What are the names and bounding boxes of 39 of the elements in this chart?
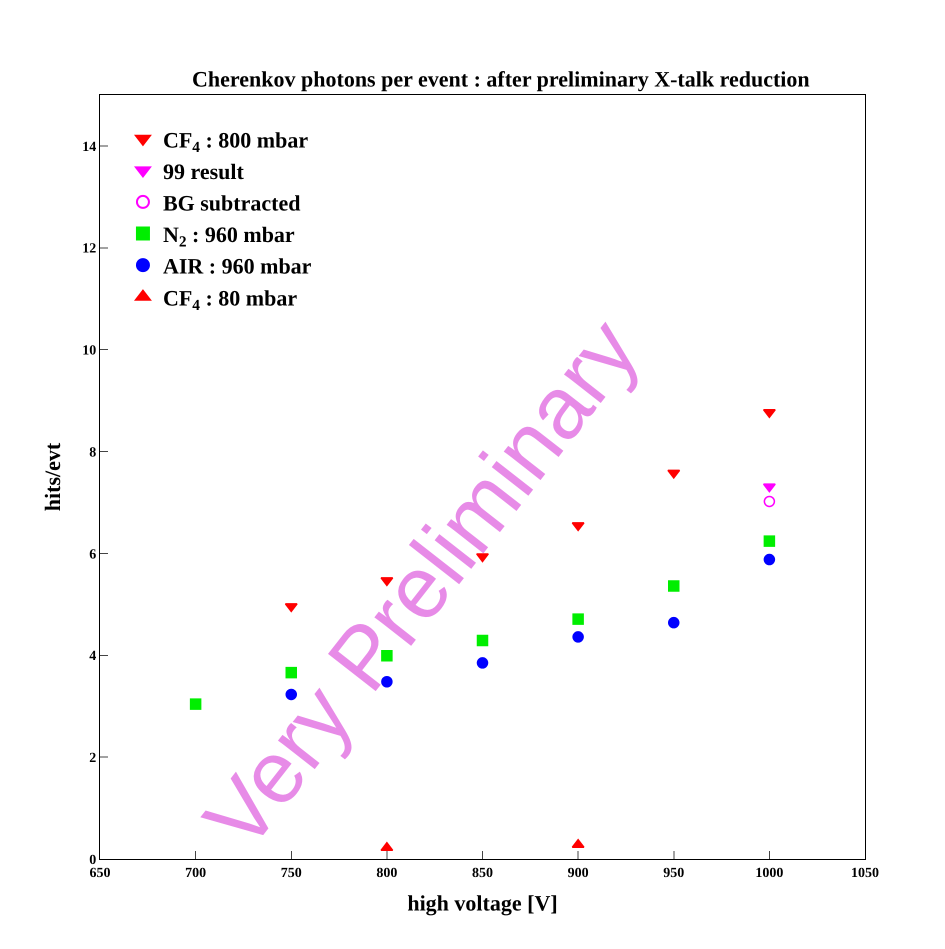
legend-label: BG subtracted	[162, 190, 300, 216]
point	[668, 616, 680, 628]
x-tick-label: 900	[568, 866, 589, 881]
point	[190, 698, 202, 710]
legend-label: CF$_{4}$ : 80 mbar	[162, 285, 298, 314]
point	[668, 580, 680, 592]
point	[284, 603, 298, 612]
x-tick-label: 1050	[851, 866, 879, 881]
y-axis-title: hits/evt	[40, 442, 65, 512]
x-tick-label: 950	[663, 866, 684, 881]
y-tick-label: 12	[82, 242, 96, 257]
point	[764, 554, 776, 566]
y-tick-label: 0	[89, 852, 96, 868]
point	[762, 483, 776, 492]
x-tick-label: 650	[90, 866, 110, 881]
y-tick-label: 2	[89, 751, 96, 766]
point	[764, 496, 776, 508]
legend-label: CF$_{4}$ : 800 mbar	[162, 127, 308, 156]
y-tick-label: 4	[89, 649, 96, 664]
point	[380, 842, 394, 852]
y-tick-label: 8	[89, 445, 96, 460]
point	[762, 409, 776, 418]
chart-title: Cherenkov photons per event : after preliminary X-talk reduction	[192, 66, 810, 92]
x-tick-label: 750	[280, 866, 302, 881]
x-tick-label: 800	[376, 866, 398, 881]
point	[286, 666, 297, 678]
point	[764, 535, 776, 547]
x-tick-label: 850	[472, 866, 493, 881]
legend-label: N$_{2}$ : 960 mbar	[162, 222, 295, 251]
y-tick-label: 10	[82, 344, 96, 359]
point	[667, 470, 680, 479]
x-tick-label: 700	[185, 866, 206, 881]
legend-label: 99 result	[162, 158, 244, 184]
x-tick-label: 1000	[755, 866, 784, 881]
x-axis-title: high voltage [V]	[407, 890, 558, 916]
y-tick-label: 6	[89, 547, 96, 562]
point	[572, 838, 585, 848]
legend-label: AIR : 960 mbar	[162, 254, 312, 279]
y-tick-label: 14	[82, 140, 96, 155]
